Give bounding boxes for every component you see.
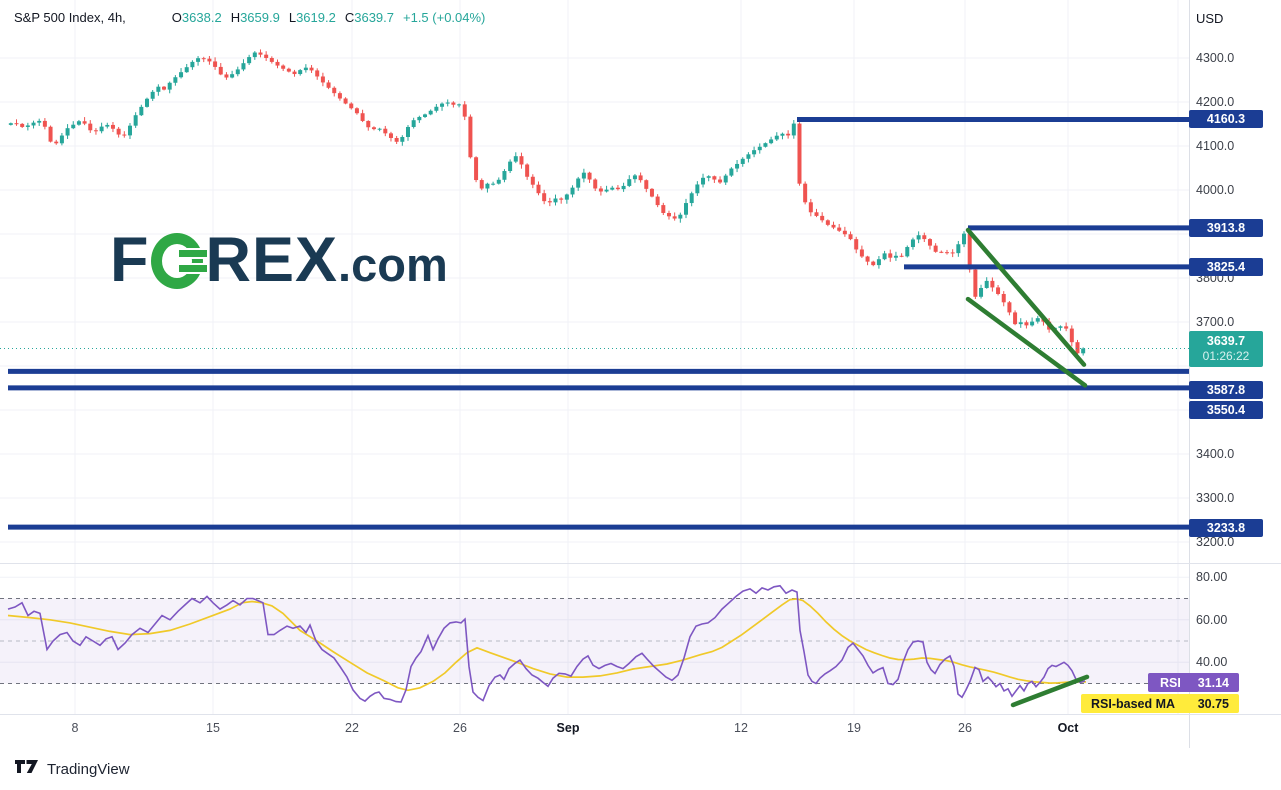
time-tick[interactable]: 12 — [734, 721, 748, 735]
ohlc-low: L3619.2 — [288, 10, 336, 25]
watermark-com: .com — [338, 238, 448, 291]
price-level-label: 3233.8 — [1189, 519, 1263, 537]
rsi-value: 31.14 — [1197, 675, 1229, 690]
pane-divider[interactable] — [0, 563, 1281, 564]
current-price-label: 3639.7 01:26:22 — [1189, 330, 1263, 367]
change-value: +1.5 (+0.04%) — [403, 10, 486, 25]
time-tick[interactable]: 22 — [345, 721, 359, 735]
price-level-label: 3825.4 — [1189, 258, 1263, 276]
time-axis-border — [0, 714, 1281, 715]
rsi-name: RSI — [1160, 675, 1181, 690]
forex-o-icon — [151, 233, 208, 289]
rsi-band — [0, 598, 1189, 684]
support-resistance-lines[interactable] — [8, 116, 1189, 530]
time-tick[interactable]: Oct — [1057, 721, 1079, 735]
candlestick-series[interactable] — [8, 49, 1086, 357]
watermark-rex: REX — [205, 225, 339, 295]
bar-countdown: 01:26:22 — [1202, 349, 1250, 364]
rsi-tick[interactable]: 40.00 — [1196, 655, 1228, 670]
price-level-label: 4160.3 — [1189, 110, 1263, 128]
price-axis-border[interactable] — [1189, 0, 1190, 748]
rsi-tick[interactable]: 60.00 — [1196, 612, 1228, 627]
gridlines — [0, 0, 1189, 714]
time-tick[interactable]: 8 — [71, 721, 79, 735]
rsi-tick[interactable]: 80.00 — [1196, 570, 1228, 585]
rsi-ma-name: RSI-based MA — [1091, 696, 1176, 711]
time-tick[interactable]: 19 — [847, 721, 861, 735]
forex-watermark: F REX.com — [110, 229, 448, 296]
price-tick[interactable]: 4100.0 — [1196, 139, 1235, 153]
ohlc-open: O3638.2 — [171, 10, 222, 25]
symbol-info-bar: S&P 500 Index, 4h, O3638.2 H3659.9 L3619… — [14, 10, 485, 25]
rsi-ma-value-label: RSI-based MA 30.75 — [1081, 694, 1239, 713]
time-tick[interactable]: 26 — [453, 721, 467, 735]
price-tick[interactable]: 4000.0 — [1196, 183, 1235, 197]
tradingview-logo-icon[interactable] — [14, 757, 39, 781]
price-level-label: 3550.4 — [1189, 401, 1263, 419]
time-tick[interactable]: 15 — [206, 721, 220, 735]
price-tick[interactable]: 3700.0 — [1196, 315, 1235, 329]
time-tick[interactable]: 26 — [958, 721, 972, 735]
chart-canvas[interactable] — [0, 0, 1281, 748]
symbol-title[interactable]: S&P 500 Index, 4h, — [14, 10, 126, 25]
price-tick[interactable]: 3300.0 — [1196, 491, 1235, 505]
price-level-label: 3913.8 — [1189, 219, 1263, 237]
currency-label: USD — [1196, 11, 1224, 26]
price-tick[interactable]: 4200.0 — [1196, 95, 1235, 109]
price-level-label: 3587.8 — [1189, 381, 1263, 399]
price-tick[interactable]: 4300.0 — [1196, 51, 1235, 65]
price-tick[interactable]: 3400.0 — [1196, 447, 1235, 461]
current-price-value: 3639.7 — [1206, 334, 1246, 349]
rsi-ma-value: 30.75 — [1197, 696, 1229, 711]
rsi-ma-line[interactable] — [7, 598, 1087, 692]
rsi-line[interactable] — [7, 584, 1086, 703]
time-tick[interactable]: Sep — [556, 721, 580, 735]
rsi-value-label: RSI 31.14 — [1148, 673, 1239, 692]
ohlc-close: C3639.7 — [344, 10, 394, 25]
rsi-trendline[interactable] — [1010, 674, 1090, 708]
watermark-f: F — [110, 225, 150, 295]
tradingview-brand-text[interactable]: TradingView — [47, 760, 130, 778]
ohlc-high: H3659.9 — [230, 10, 280, 25]
price-tick[interactable]: 3200.0 — [1196, 535, 1235, 549]
trend-channel[interactable] — [965, 227, 1088, 388]
footer-bar: TradingView — [0, 748, 1281, 790]
